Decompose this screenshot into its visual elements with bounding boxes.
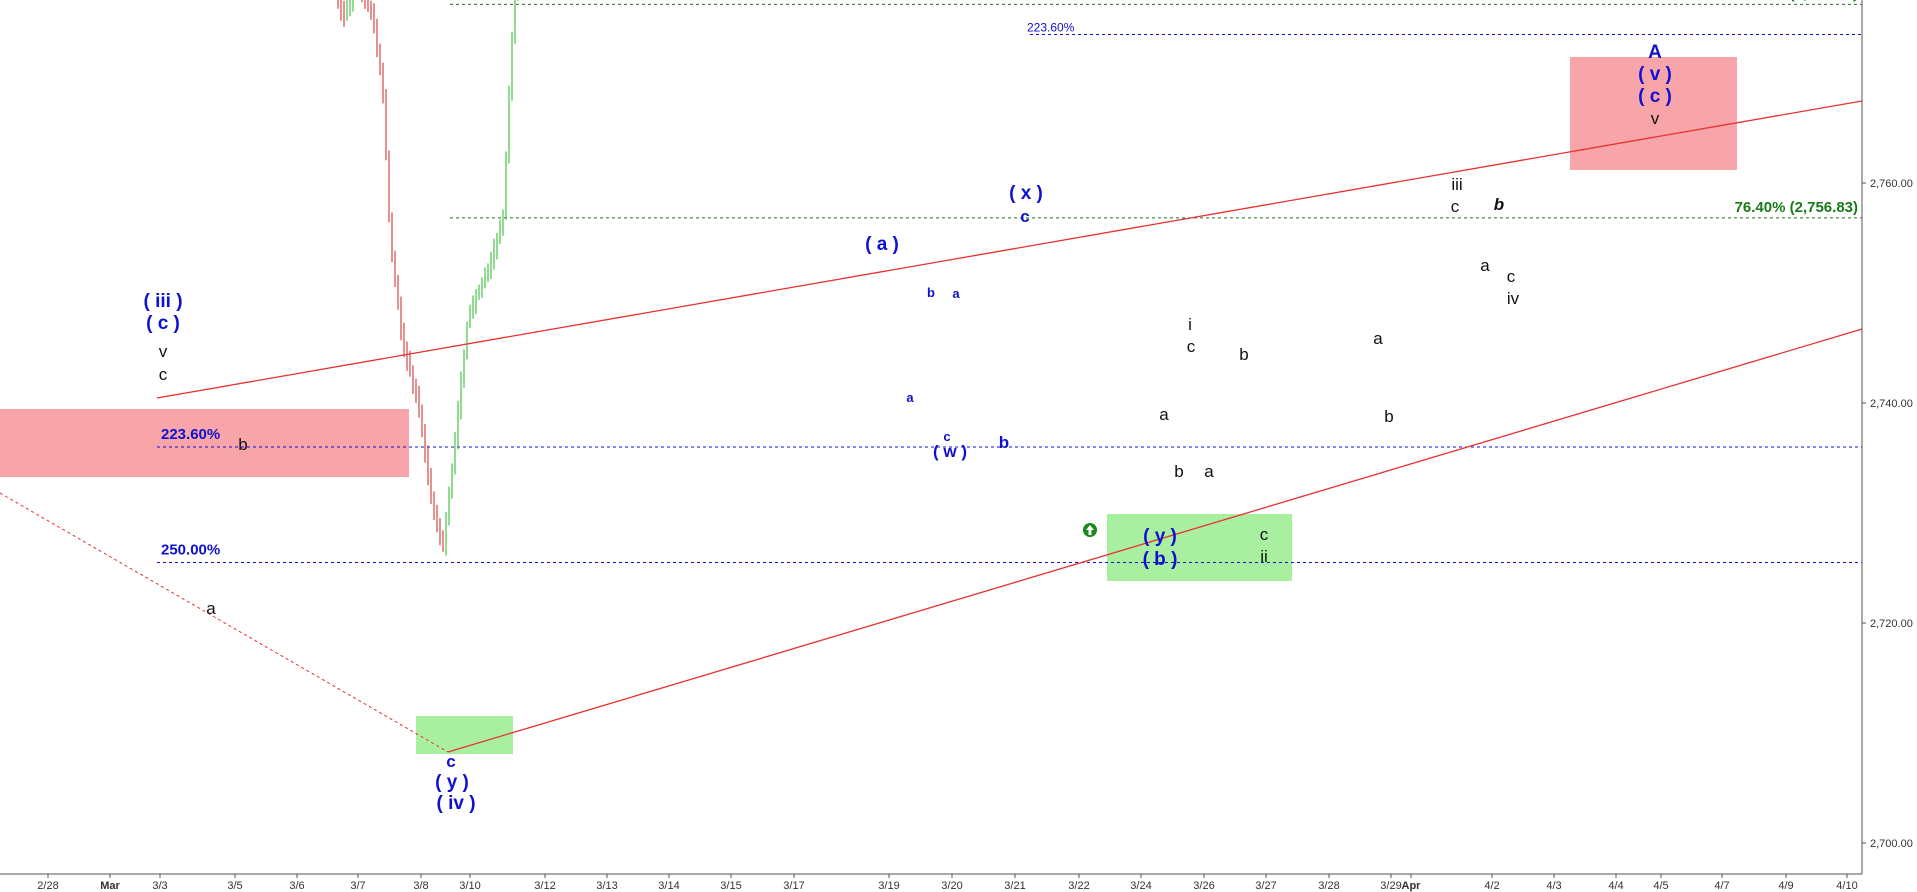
x-tick-label: 4/3 xyxy=(1546,880,1561,892)
x-tick-label: 3/6 xyxy=(289,880,304,892)
x-tick-label: 3/22 xyxy=(1068,880,1089,892)
lower-trendline xyxy=(447,328,1863,753)
target-zone xyxy=(1570,57,1737,170)
zones-layer xyxy=(0,57,1737,754)
wave-label: iv xyxy=(1507,289,1520,308)
wave-label: a xyxy=(1480,256,1490,275)
wave-label: ( x ) xyxy=(1009,183,1043,204)
x-tick-label: 4/10 xyxy=(1836,880,1857,892)
x-tick-label: 3/26 xyxy=(1193,880,1214,892)
wave-label: a xyxy=(1159,405,1169,424)
x-tick-label: 3/29 xyxy=(1380,880,1401,892)
wave-label: ii xyxy=(1260,547,1268,566)
x-tick-label: Mar xyxy=(100,880,120,892)
candles-layer xyxy=(337,0,519,556)
x-tick-label: 3/28 xyxy=(1318,880,1339,892)
wave-label: b xyxy=(1239,345,1248,364)
wave-label: a xyxy=(906,390,914,405)
x-tick-label: 4/5 xyxy=(1653,880,1668,892)
green-fib-label: 61.80% (2,776.24) xyxy=(1735,0,1858,2)
wave-label: a xyxy=(1204,462,1214,481)
wave-label: c xyxy=(446,752,455,771)
wave-label: b xyxy=(999,433,1009,452)
x-tick-label: 4/4 xyxy=(1608,880,1623,892)
blue-fib-label: 223.60% xyxy=(161,426,220,443)
wave-label: ( c ) xyxy=(146,313,180,334)
x-tick-label: 3/20 xyxy=(941,880,962,892)
x-tick-label: 3/17 xyxy=(783,880,804,892)
small-blue-fib-label: 223.60% xyxy=(1027,21,1075,35)
x-tick-label: 4/7 xyxy=(1714,880,1729,892)
wave-label: b xyxy=(1174,462,1183,481)
wave-label: b xyxy=(1494,195,1504,214)
support-zone-b xyxy=(1107,514,1292,581)
x-tick-label: 4/9 xyxy=(1778,880,1793,892)
upper-trendline xyxy=(156,100,1863,399)
wave-label: ( iv ) xyxy=(436,793,475,814)
y-tick-label: 2,760.00 xyxy=(1870,178,1913,190)
x-tick-label: 3/12 xyxy=(534,880,555,892)
wave-label: c xyxy=(1451,197,1460,216)
x-tick-label: 3/5 xyxy=(227,880,242,892)
wave-label: ( w ) xyxy=(933,442,967,461)
wave-label: ( v ) xyxy=(1638,64,1672,85)
support-zone-low xyxy=(416,716,513,754)
trendlines-layer xyxy=(0,100,1863,753)
wave-label: ( iii ) xyxy=(143,291,182,312)
wave-label: c xyxy=(1187,337,1196,356)
wave-label: a xyxy=(1373,329,1383,348)
wave-label: ( y ) xyxy=(435,772,469,793)
wave-label: iii xyxy=(1451,175,1462,194)
wave-label: c xyxy=(1260,525,1269,544)
up-arrow-glyph xyxy=(1086,525,1094,535)
dotted-trendline xyxy=(0,492,449,753)
x-tick-label: 3/24 xyxy=(1130,880,1151,892)
wave-label: a xyxy=(952,286,960,301)
y-tick-label: 2,720.00 xyxy=(1870,618,1913,630)
wave-label: ( a ) xyxy=(865,234,899,255)
x-tick-label: 3/15 xyxy=(720,880,741,892)
wave-label: ( y ) xyxy=(1143,526,1177,547)
wave-label: A xyxy=(1648,42,1662,63)
green-fib-label: 76.40% (2,756.83) xyxy=(1735,199,1858,216)
wave-label: i xyxy=(1188,315,1192,334)
wave-label: v xyxy=(159,342,168,361)
wave-label: a xyxy=(206,599,216,618)
wave-label: c xyxy=(159,365,168,384)
x-tick-label: 3/14 xyxy=(658,880,679,892)
wave-label: ( c ) xyxy=(1638,86,1672,107)
fib-levels-layer: 223.60% (2,908.93)200.00% (2,859.93)185.… xyxy=(157,0,1862,563)
x-tick-label: 3/21 xyxy=(1004,880,1025,892)
wave-label: c xyxy=(1020,207,1029,226)
x-tick-label: 4/2 xyxy=(1484,880,1499,892)
x-tick-label: 3/10 xyxy=(459,880,480,892)
y-tick-label: 2,700.00 xyxy=(1870,838,1913,850)
up-arrow-icon xyxy=(1083,523,1097,537)
resistance-zone xyxy=(0,409,409,477)
x-tick-label: 2/28 xyxy=(37,880,58,892)
x-tick-label: 3/3 xyxy=(152,880,167,892)
x-tick-label: 3/19 xyxy=(878,880,899,892)
wave-label: ( b ) xyxy=(1143,549,1178,570)
wave-label: b xyxy=(1384,407,1393,426)
blue-fib-label: 250.00% xyxy=(161,542,220,559)
x-tick-label: 3/27 xyxy=(1255,880,1276,892)
x-tick-label: 3/8 xyxy=(413,880,428,892)
y-tick-label: 2,740.00 xyxy=(1870,398,1913,410)
x-tick-label: 3/7 xyxy=(350,880,365,892)
x-tick-label: 3/13 xyxy=(596,880,617,892)
wave-label: b xyxy=(927,285,935,300)
wave-label: c xyxy=(943,429,950,444)
wave-label: v xyxy=(1651,109,1660,128)
wave-label: b xyxy=(238,435,247,454)
wave-label: c xyxy=(1507,267,1516,286)
x-tick-label: Apr xyxy=(1402,880,1422,892)
